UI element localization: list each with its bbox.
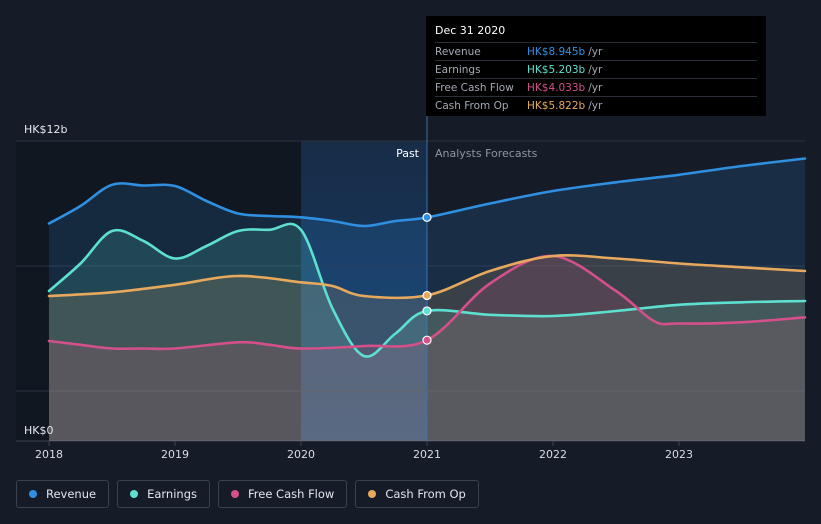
legend-dot-icon <box>29 490 37 498</box>
legend-label: Earnings <box>147 487 197 501</box>
tooltip-row-unit: /yr <box>588 99 603 112</box>
cash-from-op-marker <box>422 290 432 301</box>
tooltip-row-name: Earnings <box>435 63 481 76</box>
legend-label: Revenue <box>46 487 97 501</box>
free-cash-flow-line <box>47 254 807 351</box>
tooltip-row-value: HK$8.945b <box>527 45 586 58</box>
y-axis-max-label: HK$12b <box>24 123 67 136</box>
earnings-line <box>47 222 807 358</box>
gridlines <box>16 140 805 442</box>
tooltip-row-name: Revenue <box>435 45 481 58</box>
x-tick-label: 2021 <box>413 448 441 461</box>
tooltip-row: Earnings HK$5.203b/yr <box>435 60 757 78</box>
revenue-marker <box>422 212 432 222</box>
tooltip-row: Cash From Op HK$5.822b/yr <box>435 96 757 114</box>
x-tick-label: 2020 <box>287 448 315 461</box>
x-tick-label: 2018 <box>35 448 63 461</box>
tooltip-row: Revenue HK$8.945b/yr <box>435 42 757 60</box>
y-axis-min-label: HK$0 <box>24 424 53 437</box>
tooltip-date: Dec 31 2020 <box>435 24 506 37</box>
tooltip-row-unit: /yr <box>588 63 603 76</box>
x-axis: 2018 2019 2020 2021 2022 2023 <box>35 441 693 461</box>
x-tick-label: 2022 <box>539 448 567 461</box>
tooltip-row-unit: /yr <box>588 81 603 94</box>
earnings-marker <box>422 306 432 316</box>
cash-from-op-line <box>47 254 807 300</box>
legend-item-cash-from-op[interactable]: Cash From Op <box>355 480 479 508</box>
series-lines <box>47 157 807 358</box>
legend-dot-icon <box>368 490 377 498</box>
tooltip-row-unit: /yr <box>588 45 603 58</box>
tooltip-row: Free Cash Flow HK$4.033b/yr <box>435 78 757 96</box>
tooltip-row-value: HK$5.822b <box>527 99 586 112</box>
legend: Revenue Earnings Free Cash Flow Cash From O… <box>16 480 479 508</box>
tooltip-rows: Revenue HK$8.945b/yr Earnings HK$5.203b/yr F… <box>435 42 757 114</box>
tooltip-row-value: HK$4.033b <box>527 81 586 94</box>
forecast-label: Analysts Forecasts <box>435 147 538 160</box>
x-tick-label: 2023 <box>665 448 693 461</box>
legend-item-revenue[interactable]: Revenue <box>16 480 110 508</box>
x-tick-label: 2019 <box>161 448 189 461</box>
revenue-line <box>47 157 807 228</box>
tooltip-row-name: Free Cash Flow <box>435 81 514 94</box>
tooltip: Dec 31 2020 Revenue HK$8.945b/yr Earnings H… <box>426 16 766 116</box>
tooltip-row-name: Cash From Op <box>435 99 509 112</box>
legend-label: Cash From Op <box>385 487 466 501</box>
legend-dot-icon <box>130 490 139 498</box>
tooltip-markers <box>422 212 432 345</box>
free-cash-flow-marker <box>422 335 432 345</box>
past-label: Past <box>396 147 420 160</box>
legend-item-earnings[interactable]: Earnings <box>117 480 210 508</box>
tooltip-row-value: HK$5.203b <box>527 63 586 76</box>
legend-label: Free Cash Flow <box>248 487 335 501</box>
legend-dot-icon <box>231 490 239 498</box>
legend-item-free-cash-flow[interactable]: Free Cash Flow <box>218 480 348 508</box>
